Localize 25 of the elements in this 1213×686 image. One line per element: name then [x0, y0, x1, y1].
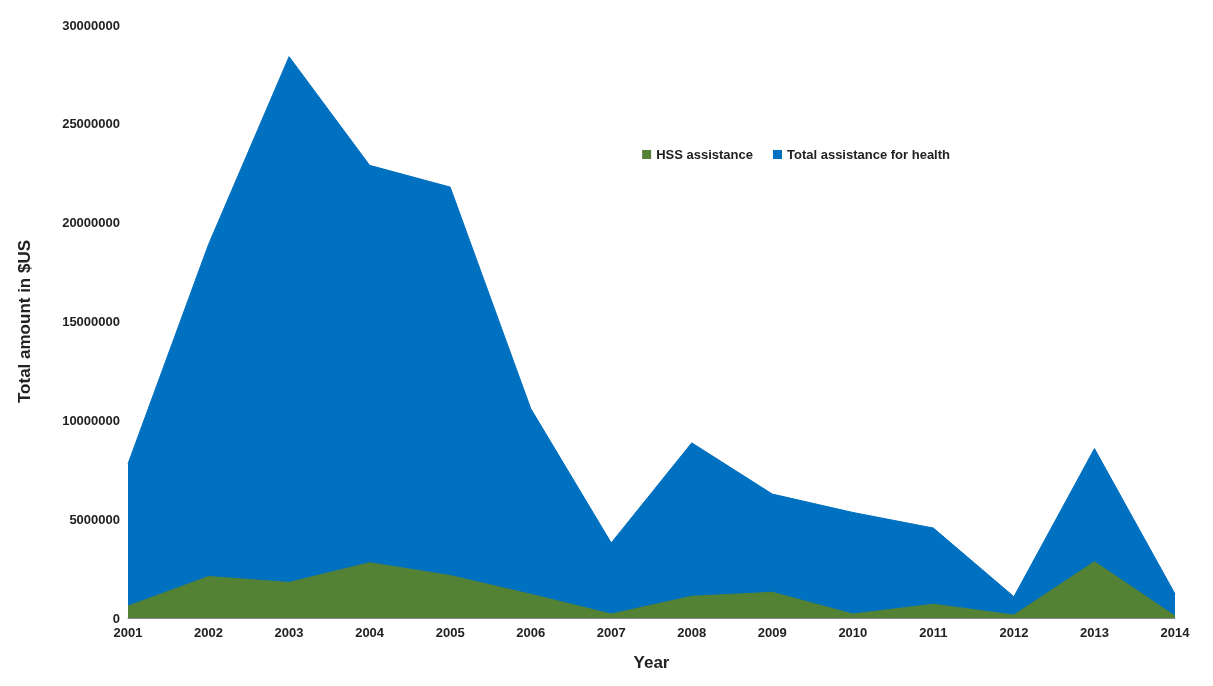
x-tick-label: 2012: [999, 625, 1029, 640]
y-tick-label: 5000000: [69, 511, 120, 527]
legend-label: Total assistance for health: [786, 147, 951, 162]
y-tick-label: 0: [112, 610, 120, 626]
x-tick-label: 2013: [1080, 625, 1109, 640]
x-tick-label: 2004: [355, 625, 385, 640]
y-axis-title: Total amount in $US: [15, 239, 34, 404]
x-tick-label: 2003: [274, 625, 304, 640]
x-tick-label: 2011: [919, 625, 948, 640]
y-tick-label: 10000000: [62, 412, 120, 428]
x-tick-label: 2002: [194, 625, 223, 640]
y-tick-label: 15000000: [62, 314, 120, 329]
x-axis-title: Year: [633, 653, 670, 672]
legend-label: HSS assistance: [656, 147, 753, 162]
y-tick-label: 20000000: [62, 215, 120, 231]
x-tick-label: 2006: [516, 625, 546, 640]
x-tick-label: 2014: [1160, 625, 1191, 640]
x-tick-label: 2008: [677, 625, 707, 640]
x-tick-label: 2009: [757, 625, 787, 640]
x-tick-label: 2010: [838, 625, 868, 640]
x-tick-label: 2007: [596, 625, 626, 640]
y-tick-label: 25000000: [62, 116, 120, 132]
x-tick-label: 2005: [435, 625, 465, 640]
x-tick-label: 2001: [113, 625, 143, 640]
y-tick-label: 30000000: [62, 17, 120, 33]
